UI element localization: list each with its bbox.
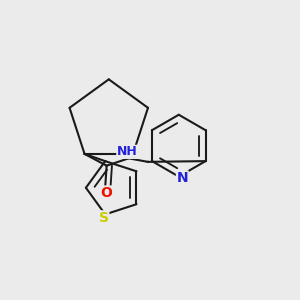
Text: N: N bbox=[176, 171, 188, 185]
Text: O: O bbox=[101, 186, 112, 200]
Text: S: S bbox=[99, 211, 109, 225]
Text: NH: NH bbox=[117, 145, 138, 158]
